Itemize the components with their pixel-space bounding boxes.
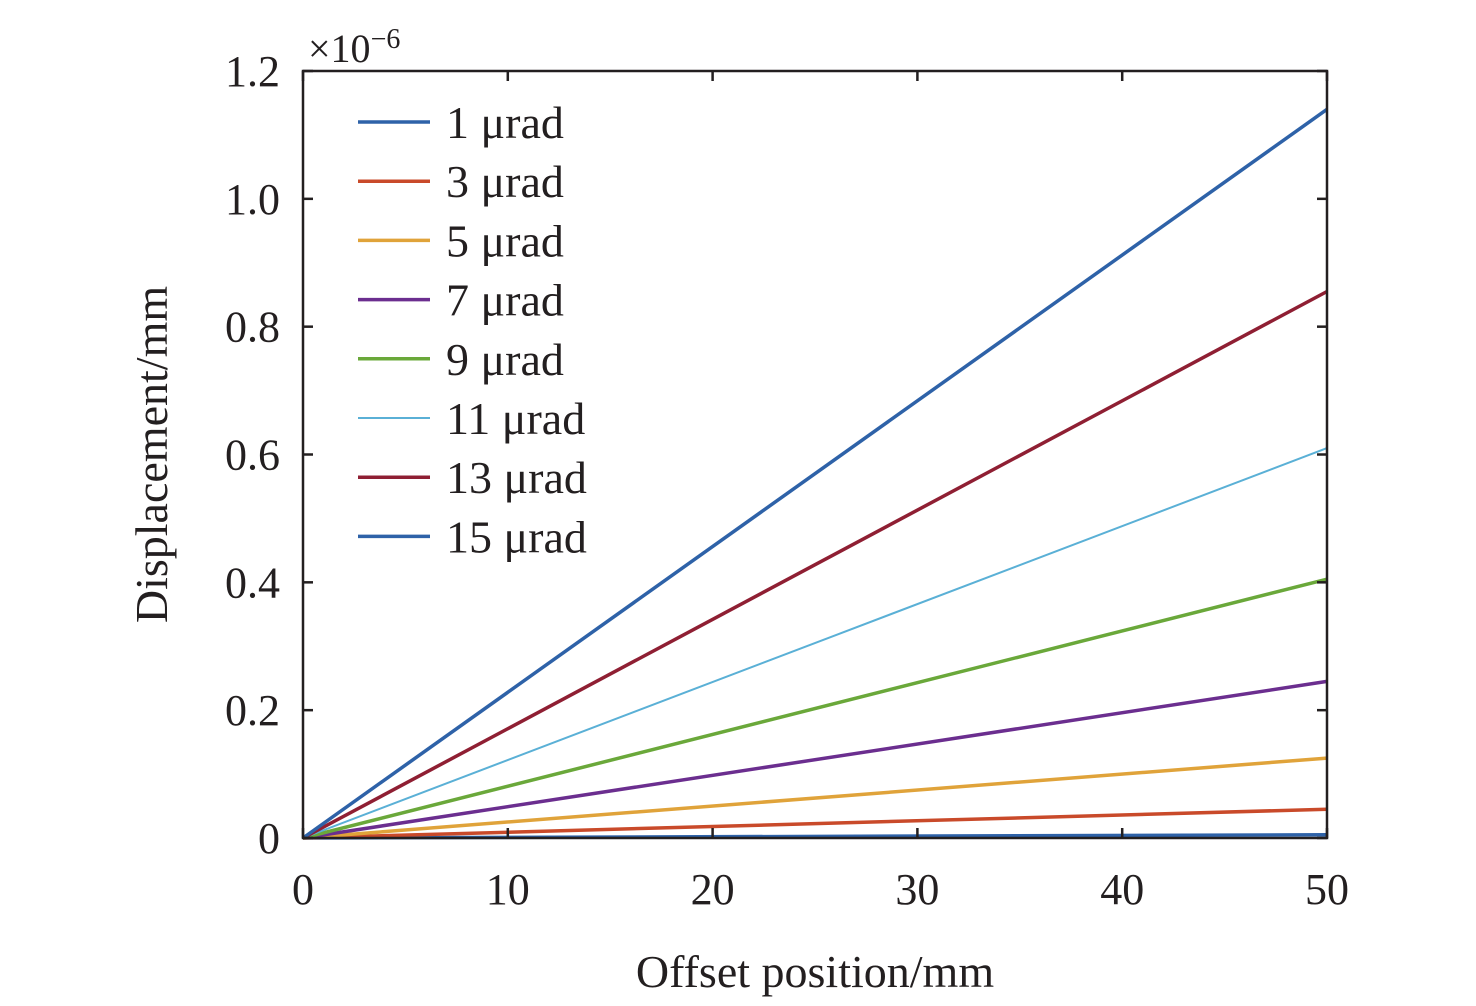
x-tick-label: 40 bbox=[1100, 865, 1144, 914]
x-tick-label: 20 bbox=[691, 865, 735, 914]
legend: 1 μrad 3 μrad 5 μrad 7 μrad 9 μrad 11 μrad 13 … bbox=[358, 97, 587, 562]
y-tick-label: 0.8 bbox=[225, 303, 280, 352]
y-tick-label: 1.0 bbox=[225, 175, 280, 224]
series-line-3 bbox=[302, 756, 1328, 840]
y-axis-label: Displacement/mm bbox=[126, 286, 177, 623]
series-lines bbox=[301, 107, 1329, 840]
x-tick-label: 50 bbox=[1305, 865, 1349, 914]
series-line-7 bbox=[302, 289, 1328, 840]
x-axis-label: Offset position/mm bbox=[636, 946, 994, 997]
y-multiplier-exponent: −6 bbox=[371, 24, 401, 55]
series-line-5 bbox=[302, 577, 1328, 840]
legend-label: 15 μrad bbox=[446, 511, 587, 562]
y-tick-label: 0.4 bbox=[225, 558, 280, 607]
x-tick-label: 30 bbox=[895, 865, 939, 914]
legend-label: 3 μrad bbox=[446, 156, 564, 207]
legend-label: 9 μrad bbox=[446, 334, 564, 385]
y-tick-label: 0 bbox=[258, 814, 280, 863]
x-tick-label: 0 bbox=[292, 865, 314, 914]
y-tick-label: 1.2 bbox=[225, 47, 280, 96]
series-line-8 bbox=[301, 107, 1329, 840]
y-tick-label: 0.2 bbox=[225, 686, 280, 735]
legend-label: 11 μrad bbox=[446, 393, 585, 444]
series-line-2 bbox=[302, 807, 1328, 840]
series-line-6 bbox=[302, 447, 1328, 839]
tick-labels: 0 10 20 30 40 50 0 0.2 0.4 0.6 0.8 1.0 1.2 bbox=[225, 47, 1349, 914]
series-line-4 bbox=[302, 679, 1328, 840]
y-multiplier-base: ×10 bbox=[308, 26, 371, 71]
legend-label: 1 μrad bbox=[446, 97, 564, 148]
y-tick-label: 0.6 bbox=[225, 431, 280, 480]
legend-label: 7 μrad bbox=[446, 275, 564, 326]
y-axis-multiplier: ×10−6 bbox=[308, 24, 400, 71]
legend-label: 5 μrad bbox=[446, 215, 564, 266]
legend-label: 13 μrad bbox=[446, 452, 587, 503]
axis-ticks bbox=[301, 69, 1329, 840]
x-tick-label: 10 bbox=[486, 865, 530, 914]
